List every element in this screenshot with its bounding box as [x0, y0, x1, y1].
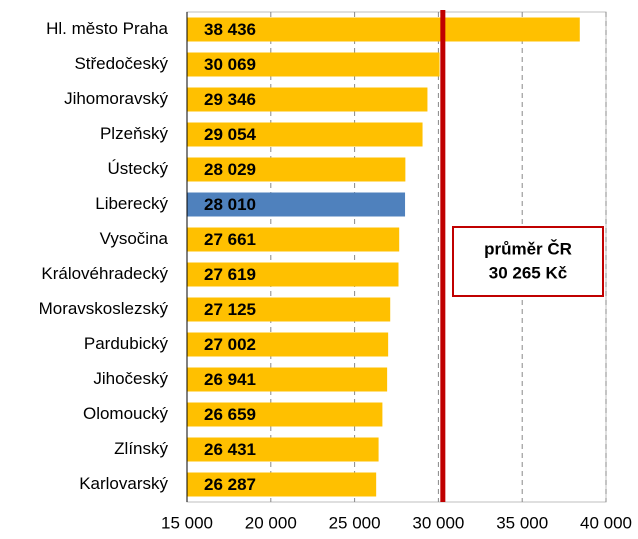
bar [187, 367, 388, 392]
x-tick-label: 25 000 [329, 513, 381, 532]
y-tick-label: Moravskoslezský [39, 299, 169, 318]
x-tick-label: 30 000 [412, 513, 464, 532]
bar-value-label: 27 002 [204, 335, 256, 354]
y-tick-label: Jihočeský [93, 369, 168, 388]
bar [187, 87, 428, 112]
bar-value-label: 26 287 [204, 475, 256, 494]
y-tick-label: Hl. město Praha [46, 19, 168, 38]
y-tick-label: Zlínský [114, 439, 168, 458]
y-tick-label: Středočeský [74, 54, 168, 73]
bar [187, 402, 383, 427]
bar [187, 122, 423, 147]
bar [187, 332, 389, 357]
bar-value-label: 26 659 [204, 405, 256, 424]
y-tick-label: Jihomoravský [64, 89, 168, 108]
annotation-label: průměr ČR [484, 239, 572, 258]
x-tick-label: 35 000 [496, 513, 548, 532]
annotation-box [452, 226, 604, 297]
bar-value-label: 27 125 [204, 300, 256, 319]
y-tick-label: Plzeňský [100, 124, 169, 143]
bar [187, 157, 406, 182]
y-tick-label: Ústecký [108, 159, 169, 178]
bar-value-label: 27 661 [204, 230, 256, 249]
y-tick-label: Liberecký [95, 194, 168, 213]
y-tick-label: Karlovarský [79, 474, 168, 493]
bar [187, 437, 379, 462]
bar [187, 52, 440, 77]
bar [187, 472, 377, 497]
x-tick-label: 40 000 [580, 513, 632, 532]
bar-value-label: 28 010 [204, 195, 256, 214]
bar-value-label: 29 054 [204, 125, 257, 144]
bar [187, 262, 399, 287]
x-tick-label: 20 000 [245, 513, 297, 532]
bar-value-label: 30 069 [204, 55, 256, 74]
y-tick-label: Olomoucký [83, 404, 169, 423]
bar-value-label: 27 619 [204, 265, 256, 284]
y-tick-label: Pardubický [84, 334, 169, 353]
bar-value-label: 38 436 [204, 20, 256, 39]
x-tick-label: 15 000 [161, 513, 213, 532]
bar [187, 17, 580, 42]
bar [187, 227, 400, 252]
bar-value-label: 26 431 [204, 440, 256, 459]
bar [187, 297, 391, 322]
bar-value-label: 29 346 [204, 90, 256, 109]
bar-value-label: 26 941 [204, 370, 256, 389]
bar [187, 192, 406, 217]
annotation-value: 30 265 Kč [489, 263, 567, 282]
y-tick-label: Královéhradecký [41, 264, 168, 283]
bar-value-label: 28 029 [204, 160, 256, 179]
y-tick-label: Vysočina [100, 229, 169, 248]
